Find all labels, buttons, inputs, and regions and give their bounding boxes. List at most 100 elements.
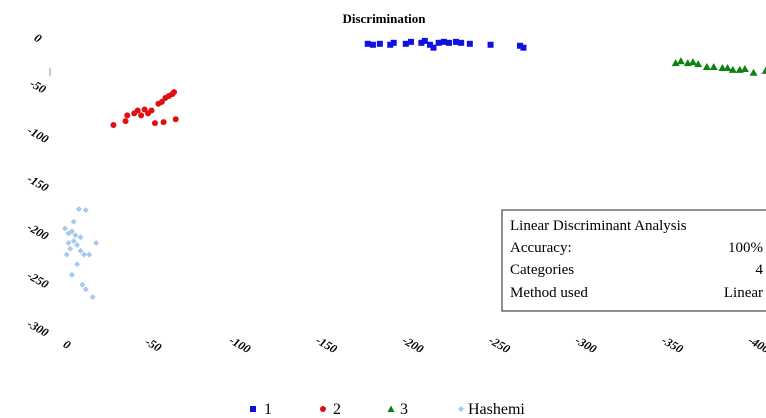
point-series-hashemi <box>77 247 84 254</box>
x-tick-label: -400 <box>746 333 766 356</box>
method-label: Method used <box>510 285 588 301</box>
point-series-1 <box>369 41 376 48</box>
point-series-2 <box>122 118 129 125</box>
point-series-hashemi <box>93 240 100 247</box>
categories-label: Categories <box>510 262 574 278</box>
x-tick-label: -150 <box>313 333 339 356</box>
point-series-2 <box>151 120 158 127</box>
y-tick-label: -300 <box>25 317 51 340</box>
point-series-3 <box>749 68 758 76</box>
point-series-1 <box>364 40 371 47</box>
point-series-3 <box>702 63 711 71</box>
accuracy-value: 100% <box>728 240 763 256</box>
point-series-hashemi <box>72 232 79 239</box>
point-series-2 <box>172 116 179 123</box>
y-tick-label: -100 <box>25 123 51 146</box>
point-series-hashemi <box>82 286 89 293</box>
point-series-1 <box>520 44 527 51</box>
legend-marker-2 <box>320 406 326 412</box>
point-series-1 <box>408 38 414 45</box>
x-tick-label: -350 <box>659 333 685 356</box>
point-series-2 <box>124 112 131 119</box>
info-box-title: Linear Discriminant Analysis <box>510 218 687 234</box>
point-series-1 <box>487 41 494 48</box>
point-series-hashemi <box>74 261 81 268</box>
point-series-hashemi <box>74 241 81 248</box>
legend-label-2: 2 <box>333 401 341 418</box>
y-tick-label: 0 <box>32 30 44 45</box>
point-series-2 <box>110 122 117 129</box>
point-series-2 <box>148 107 155 114</box>
point-series-1 <box>418 39 425 46</box>
point-series-hashemi <box>89 294 96 301</box>
point-series-3 <box>728 65 737 73</box>
point-series-hashemi <box>65 240 72 247</box>
point-series-1 <box>458 39 465 46</box>
method-value: Linear <box>724 285 763 301</box>
x-axis-ticks: 0 -50 -100 -150 -200 -250 -300 -350 -400 <box>61 333 766 356</box>
categories-value: 4 <box>756 262 764 278</box>
legend-marker-1 <box>250 406 256 412</box>
point-series-3 <box>688 58 697 66</box>
point-series-2 <box>158 98 165 105</box>
point-series-hashemi <box>82 207 89 214</box>
point-series-3 <box>761 66 766 74</box>
point-series-2 <box>134 107 141 114</box>
x-tick-label: -100 <box>227 333 253 356</box>
y-tick-label: -200 <box>25 220 51 243</box>
point-series-3 <box>676 57 685 65</box>
point-series-2 <box>170 89 177 96</box>
point-series-3 <box>694 60 703 68</box>
point-series-hashemi <box>67 245 74 252</box>
point-series-1 <box>387 41 394 48</box>
point-series-hashemi <box>77 234 84 241</box>
point-series-3 <box>671 59 680 67</box>
point-series-1 <box>421 37 428 44</box>
legend: 1 2 3 Hashemi <box>250 401 525 418</box>
chart-title: Discrimination <box>342 11 426 26</box>
analysis-info-box: Linear Discriminant Analysis Accuracy: 1… <box>501 209 766 312</box>
legend-marker-3 <box>387 405 395 412</box>
y-tick-label: -50 <box>28 76 49 96</box>
point-series-1 <box>390 39 397 46</box>
point-series-1 <box>516 42 523 49</box>
y-tick-label: -150 <box>25 171 51 194</box>
point-series-hashemi <box>70 238 77 245</box>
x-tick-label: -300 <box>573 333 599 356</box>
point-series-2 <box>160 119 167 126</box>
point-series-1 <box>466 40 473 47</box>
legend-label-1: 1 <box>264 401 272 418</box>
point-series-1 <box>376 40 383 47</box>
point-series-hashemi <box>65 230 72 237</box>
point-series-hashemi <box>70 218 77 225</box>
point-series-hashemi <box>62 225 68 232</box>
point-series-hashemi <box>79 281 86 288</box>
point-series-2 <box>138 112 145 119</box>
legend-marker-hashemi <box>458 406 464 412</box>
x-tick-label: -200 <box>400 333 426 356</box>
data-points <box>62 37 766 301</box>
x-tick-label: 0 <box>61 337 73 352</box>
x-tick-label: -50 <box>143 334 164 354</box>
x-tick-label: -250 <box>486 333 512 356</box>
point-series-hashemi <box>68 271 75 278</box>
point-series-1 <box>435 39 442 46</box>
point-series-3 <box>709 63 718 71</box>
point-series-1 <box>440 38 447 45</box>
point-series-hashemi <box>81 251 88 258</box>
point-series-1 <box>446 39 453 46</box>
point-series-1 <box>452 38 459 45</box>
point-series-hashemi <box>75 206 82 213</box>
point-series-3 <box>723 63 732 71</box>
point-series-hashemi <box>86 251 93 258</box>
legend-label-hashemi: Hashemi <box>468 401 525 418</box>
point-series-1 <box>430 44 437 51</box>
y-tick-label: -250 <box>25 268 51 291</box>
legend-label-3: 3 <box>400 401 408 418</box>
accuracy-label: Accuracy: <box>510 240 572 256</box>
point-series-3 <box>740 64 749 72</box>
point-series-1 <box>402 40 409 47</box>
point-series-hashemi <box>63 251 70 258</box>
point-series-2 <box>141 106 148 113</box>
